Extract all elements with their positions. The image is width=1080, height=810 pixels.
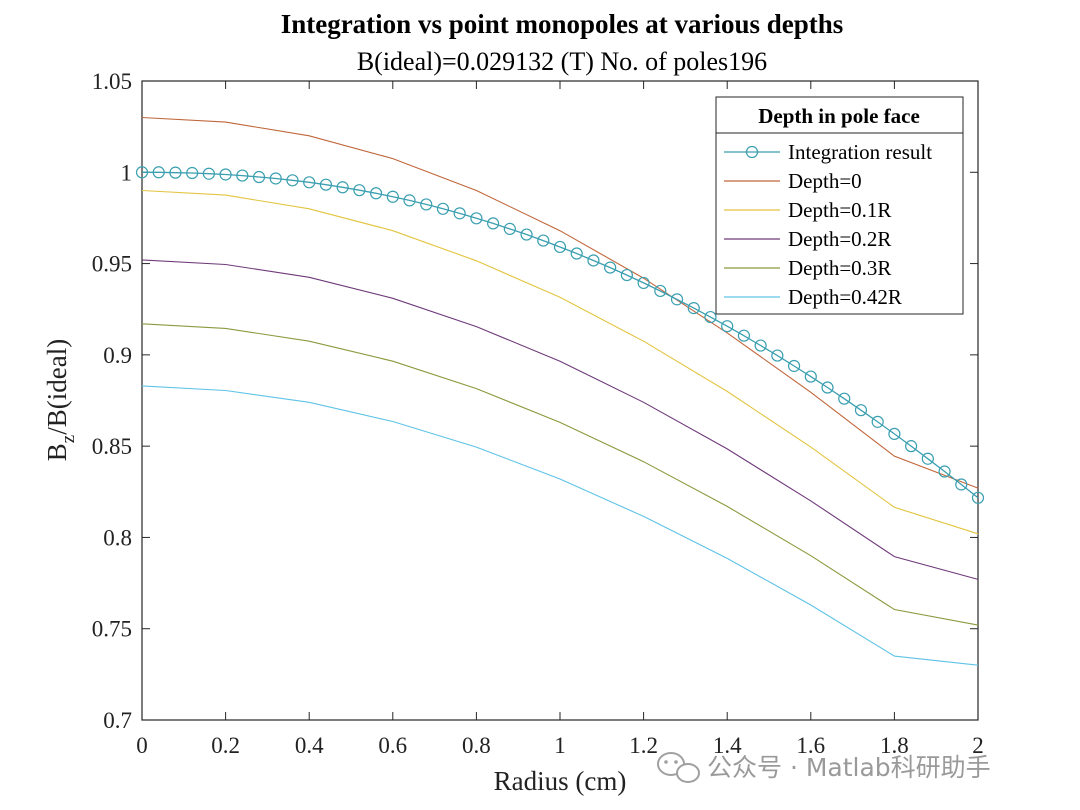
y-tick-label: 1.05 — [92, 69, 132, 94]
data-point — [938, 465, 951, 478]
data-point — [871, 415, 884, 428]
y-tick-label: 0.95 — [92, 252, 132, 277]
data-point — [202, 167, 215, 180]
data-point — [654, 284, 667, 298]
data-point — [269, 172, 282, 185]
data-point — [386, 190, 399, 203]
data-point — [804, 370, 817, 383]
data-point — [303, 176, 316, 189]
data-point — [620, 268, 633, 282]
data-point — [520, 228, 533, 241]
legend-items: Integration result Depth=0 Depth=0.1R Depth… — [724, 140, 932, 309]
y-tick-label: 0.75 — [92, 617, 132, 642]
data-point — [503, 222, 516, 235]
x-axis-ticks: 0 0.2 0.4 0.6 0.8 1 1.2 1.4 1.6 1.8 2 — [136, 81, 984, 758]
data-point — [436, 202, 450, 215]
data-point — [286, 174, 299, 187]
data-point — [403, 194, 416, 207]
legend-label: Depth=0 — [788, 169, 862, 193]
data-point — [152, 166, 165, 179]
series-line-4 — [141, 323, 979, 626]
data-point — [670, 293, 684, 306]
watermark-text: 公众号 · Matlab科研助手 — [707, 753, 991, 782]
data-point — [704, 310, 717, 324]
series-markers — [135, 166, 985, 504]
legend-label: Depth=0.2R — [788, 227, 891, 251]
data-point — [687, 302, 700, 315]
watermark: 公众号 · Matlab科研助手 — [657, 752, 991, 783]
series-line-3 — [141, 259, 979, 580]
y-axis-label: Bz/B(ideal) — [42, 339, 79, 461]
data-point — [470, 212, 483, 225]
x-axis-label: Radius (cm) — [494, 766, 627, 796]
data-point — [369, 187, 383, 200]
data-point — [721, 320, 734, 333]
data-point — [637, 276, 650, 290]
legend: Depth in pole face Integration result Dep… — [715, 96, 964, 315]
legend-marker — [745, 145, 759, 159]
x-tick-label: 1.8 — [880, 733, 909, 758]
x-tick-label: 1.2 — [629, 733, 658, 758]
data-point — [186, 166, 199, 180]
data-point — [487, 217, 500, 230]
legend-label: Depth=0.3R — [788, 256, 891, 280]
data-point — [353, 184, 366, 197]
x-tick-label: 0.8 — [462, 733, 491, 758]
legend-label: Depth=0.1R — [788, 198, 891, 222]
y-tick-label: 0.7 — [103, 708, 132, 733]
data-point — [754, 339, 767, 352]
data-point — [236, 169, 249, 182]
chart-subtitle: B(ideal)=0.029132 (T) No. of poles196 — [357, 47, 767, 76]
legend-title: Depth in pole face — [758, 104, 920, 128]
data-point — [854, 404, 868, 417]
x-tick-label: 1 — [554, 733, 566, 758]
series-line-1 — [141, 116, 979, 489]
x-tick-label: 1.6 — [796, 733, 825, 758]
data-point — [553, 240, 567, 254]
data-point — [771, 349, 784, 362]
series-lines — [141, 116, 979, 666]
data-point — [587, 254, 600, 267]
data-point — [570, 247, 583, 260]
x-tick-label: 0 — [136, 733, 148, 758]
wechat-icon — [657, 752, 700, 783]
data-point — [135, 166, 149, 179]
x-tick-label: 0.2 — [211, 733, 240, 758]
chart-title: Integration vs point monopoles at variou… — [281, 9, 844, 39]
data-point — [838, 392, 851, 405]
x-tick-label: 2 — [972, 733, 984, 758]
x-tick-label: 0.6 — [378, 733, 407, 758]
data-point — [219, 168, 232, 181]
data-point — [821, 381, 834, 394]
data-point — [971, 491, 985, 504]
y-tick-label: 0.85 — [92, 434, 132, 459]
x-tick-label: 0.4 — [295, 733, 324, 758]
series-line-5 — [141, 385, 979, 666]
data-point — [921, 452, 934, 465]
data-point — [888, 427, 901, 441]
data-point — [787, 359, 801, 373]
legend-label: Integration result — [788, 140, 932, 164]
y-tick-label: 0.9 — [103, 343, 132, 368]
data-point — [336, 181, 349, 194]
data-point — [319, 178, 333, 191]
data-point — [420, 198, 433, 211]
x-tick-label: 1.4 — [713, 733, 742, 758]
y-tick-label: 1 — [121, 160, 133, 185]
data-point — [169, 166, 182, 179]
data-point — [955, 478, 968, 491]
data-point — [604, 261, 617, 274]
legend-label: Depth=0.42R — [788, 285, 902, 309]
data-point — [737, 329, 751, 342]
data-point — [537, 234, 550, 247]
series-line-2 — [141, 189, 979, 535]
data-point — [905, 440, 918, 453]
data-point — [252, 170, 266, 184]
data-point — [453, 207, 466, 220]
y-tick-label: 0.8 — [103, 525, 132, 550]
y-axis-ticks: 0.7 0.75 0.8 0.85 0.9 0.95 1 1.05 — [92, 69, 978, 733]
